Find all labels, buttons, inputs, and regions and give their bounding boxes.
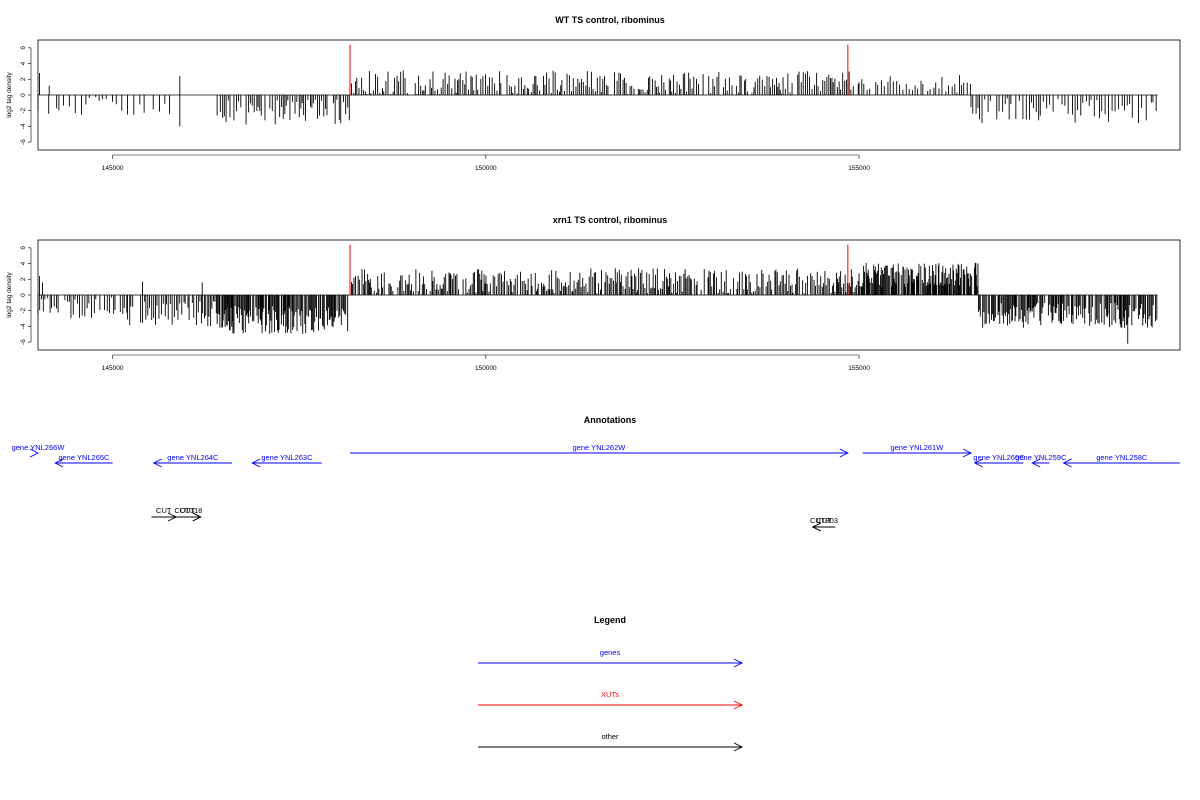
xrn1-track-title: xrn1 TS control, ribominus	[553, 215, 668, 225]
gene-annotation-arrow	[349, 448, 849, 458]
cut-annotation-label: CUT803	[810, 516, 838, 525]
y-tick-label: 0	[20, 93, 27, 97]
wt-y-axis: -6 -4 -2 0 2 4 6	[20, 46, 32, 145]
cut-annotation-arrow	[811, 522, 836, 532]
gene-annotation-label: gene YNL266W	[12, 443, 66, 452]
gene-annotation-label: gene YNL264C	[167, 453, 219, 462]
gene-annotation-arrow	[54, 458, 113, 468]
gene-annotation-arrow	[973, 458, 1024, 468]
legend-title: Legend	[594, 615, 626, 625]
xrn1-density-bars	[37, 244, 1158, 344]
y-tick-label: 2	[20, 277, 27, 281]
gene-annotation-arrow	[29, 448, 40, 458]
cut-annotation-label: CUT	[816, 516, 832, 525]
annotation-arrow-head	[839, 448, 849, 458]
y-tick-label: 6	[20, 246, 27, 250]
cut-annotation-label: CUT	[180, 506, 196, 515]
gene-annotation-label: gene YNL265C	[58, 453, 110, 462]
gene-annotation-arrow	[1062, 458, 1180, 468]
wt-x-axis: 145000 150000 155000	[102, 154, 870, 172]
annotation-arrow-head	[54, 458, 64, 468]
legend-item: other	[478, 732, 744, 752]
gene-annotation-label: gene YNL261W	[890, 443, 944, 452]
gene-annotation-label: gene YNL259C	[1015, 453, 1067, 462]
gene-annotation-label: gene YNL262W	[573, 443, 627, 452]
xrn1-x-axis: 145000 150000 155000	[102, 354, 870, 372]
annotation-arrow-head	[962, 448, 973, 458]
wt-track-panel: WT TS control, ribominus log2 tag densit…	[6, 15, 1181, 172]
annotation-arrow-head	[152, 458, 162, 468]
legend-panel: Legend genes XUTs other	[478, 615, 744, 752]
legend-arrow-head	[733, 742, 744, 752]
gene-annotation-arrow	[1031, 458, 1050, 468]
x-tick-label: 145000	[102, 165, 124, 172]
annotation-arrow-head	[811, 522, 821, 532]
annotation-arrow-head	[29, 448, 40, 458]
gene-annotation-label: gene YNL260C	[973, 453, 1025, 462]
x-tick-label: 150000	[475, 165, 497, 172]
y-tick-label: -6	[20, 139, 27, 145]
annotation-arrow-head	[192, 512, 202, 522]
y-tick-label: 6	[20, 46, 27, 50]
annotations-title: Annotations	[584, 415, 637, 425]
wt-density-bars	[37, 44, 1158, 127]
xrn1-track-panel: xrn1 TS control, ribominus log2 tag dens…	[6, 215, 1181, 372]
legend-arrow-head	[733, 658, 744, 668]
gene-annotation-label: gene YNL258C	[1096, 453, 1148, 462]
y-tick-label: -2	[20, 107, 27, 113]
y-tick-label: 0	[20, 293, 27, 297]
wt-y-axis-label: log2 tag density	[6, 71, 13, 117]
x-tick-label: 150000	[475, 365, 497, 372]
cut-annotation-label: CUT318	[174, 506, 202, 515]
gene-annotation-arrow	[152, 458, 233, 468]
y-tick-label: -2	[20, 307, 27, 313]
gene-annotation-arrow	[251, 458, 322, 468]
legend-item-label: XUTs	[601, 690, 619, 699]
x-tick-label: 145000	[102, 365, 124, 372]
annotation-arrow-head	[251, 458, 261, 468]
cut-annotation-label: CUT	[156, 506, 172, 515]
wt-track-title: WT TS control, ribominus	[555, 15, 665, 25]
legend-items: genes XUTs other	[478, 648, 744, 752]
legend-item-label: other	[601, 732, 619, 741]
y-tick-label: -4	[20, 123, 27, 129]
y-tick-label: 4	[20, 61, 27, 65]
annotation-arrow-head	[973, 458, 983, 468]
cut-annotation-arrow	[176, 512, 202, 522]
x-tick-label: 155000	[848, 165, 870, 172]
annotation-arrow-head	[1031, 458, 1041, 468]
legend-item: genes	[478, 648, 744, 668]
y-tick-label: 2	[20, 77, 27, 81]
legend-item-label: genes	[600, 648, 621, 657]
y-tick-label: 4	[20, 261, 27, 265]
annotation-arrow-head	[1062, 458, 1072, 468]
x-tick-label: 155000	[848, 365, 870, 372]
y-tick-label: -6	[20, 339, 27, 345]
gene-annotation-label: gene YNL263C	[261, 453, 313, 462]
legend-arrow-head	[733, 700, 744, 710]
legend-item: XUTs	[478, 690, 744, 710]
y-tick-label: -4	[20, 323, 27, 329]
xrn1-y-axis-label: log2 tag density	[6, 271, 13, 317]
gene-annotation-arrow	[862, 448, 973, 458]
xrn1-y-axis: -6 -4 -2 0 2 4 6	[20, 246, 32, 345]
